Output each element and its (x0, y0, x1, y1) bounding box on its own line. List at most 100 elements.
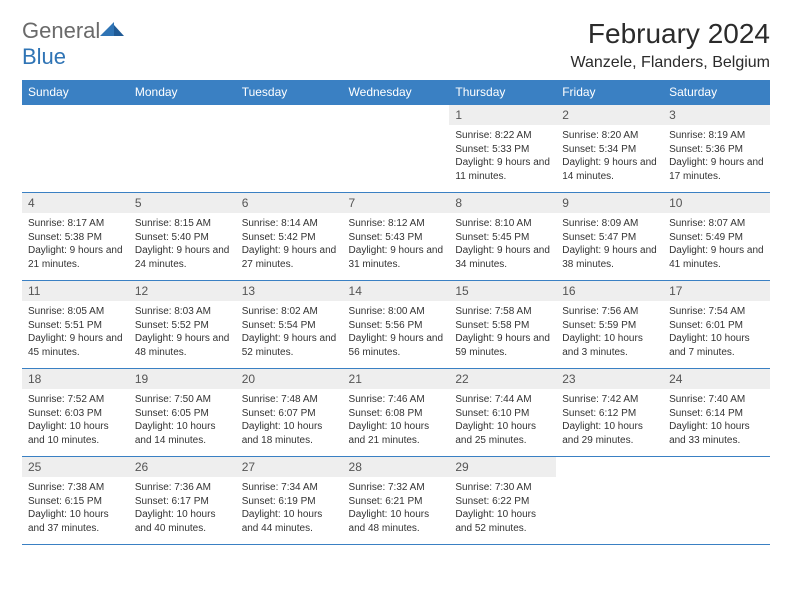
logo-blue: Blue (22, 44, 66, 69)
day-details: Sunrise: 7:58 AMSunset: 5:58 PMDaylight:… (449, 301, 556, 363)
day-details: Sunrise: 7:48 AMSunset: 6:07 PMDaylight:… (236, 389, 343, 451)
day-details: Sunrise: 7:50 AMSunset: 6:05 PMDaylight:… (129, 389, 236, 451)
calendar-empty (236, 105, 343, 193)
day-number: 27 (236, 457, 343, 477)
calendar-day: 5Sunrise: 8:15 AMSunset: 5:40 PMDaylight… (129, 193, 236, 281)
calendar-day: 17Sunrise: 7:54 AMSunset: 6:01 PMDayligh… (663, 281, 770, 369)
day-number: 16 (556, 281, 663, 301)
day-details: Sunrise: 8:05 AMSunset: 5:51 PMDaylight:… (22, 301, 129, 363)
day-details: Sunrise: 7:46 AMSunset: 6:08 PMDaylight:… (343, 389, 450, 451)
day-number: 19 (129, 369, 236, 389)
logo: General Blue (22, 18, 124, 70)
calendar-day: 18Sunrise: 7:52 AMSunset: 6:03 PMDayligh… (22, 369, 129, 457)
day-details: Sunrise: 8:02 AMSunset: 5:54 PMDaylight:… (236, 301, 343, 363)
weekday-header: Monday (129, 80, 236, 105)
calendar-body: 1Sunrise: 8:22 AMSunset: 5:33 PMDaylight… (22, 105, 770, 545)
day-details: Sunrise: 8:09 AMSunset: 5:47 PMDaylight:… (556, 213, 663, 275)
day-details: Sunrise: 8:07 AMSunset: 5:49 PMDaylight:… (663, 213, 770, 275)
day-number: 5 (129, 193, 236, 213)
day-number: 21 (343, 369, 450, 389)
day-number: 25 (22, 457, 129, 477)
calendar-day: 27Sunrise: 7:34 AMSunset: 6:19 PMDayligh… (236, 457, 343, 545)
calendar-day: 2Sunrise: 8:20 AMSunset: 5:34 PMDaylight… (556, 105, 663, 193)
day-number: 26 (129, 457, 236, 477)
calendar-day: 21Sunrise: 7:46 AMSunset: 6:08 PMDayligh… (343, 369, 450, 457)
calendar-week: 25Sunrise: 7:38 AMSunset: 6:15 PMDayligh… (22, 457, 770, 545)
weekday-header: Saturday (663, 80, 770, 105)
day-number: 17 (663, 281, 770, 301)
day-details: Sunrise: 8:20 AMSunset: 5:34 PMDaylight:… (556, 125, 663, 187)
calendar-day: 4Sunrise: 8:17 AMSunset: 5:38 PMDaylight… (22, 193, 129, 281)
calendar-week: 1Sunrise: 8:22 AMSunset: 5:33 PMDaylight… (22, 105, 770, 193)
day-details: Sunrise: 8:14 AMSunset: 5:42 PMDaylight:… (236, 213, 343, 275)
calendar-day: 14Sunrise: 8:00 AMSunset: 5:56 PMDayligh… (343, 281, 450, 369)
day-number: 10 (663, 193, 770, 213)
calendar-day: 7Sunrise: 8:12 AMSunset: 5:43 PMDaylight… (343, 193, 450, 281)
day-number: 24 (663, 369, 770, 389)
day-number: 29 (449, 457, 556, 477)
calendar-empty (556, 457, 663, 545)
weekday-header: Tuesday (236, 80, 343, 105)
day-number: 11 (22, 281, 129, 301)
day-number: 8 (449, 193, 556, 213)
day-details: Sunrise: 7:38 AMSunset: 6:15 PMDaylight:… (22, 477, 129, 539)
calendar-day: 15Sunrise: 7:58 AMSunset: 5:58 PMDayligh… (449, 281, 556, 369)
day-details: Sunrise: 7:34 AMSunset: 6:19 PMDaylight:… (236, 477, 343, 539)
calendar-week: 18Sunrise: 7:52 AMSunset: 6:03 PMDayligh… (22, 369, 770, 457)
day-number: 12 (129, 281, 236, 301)
calendar-empty (129, 105, 236, 193)
calendar-day: 10Sunrise: 8:07 AMSunset: 5:49 PMDayligh… (663, 193, 770, 281)
day-number: 2 (556, 105, 663, 125)
logo-general: General (22, 18, 100, 43)
calendar-head: SundayMondayTuesdayWednesdayThursdayFrid… (22, 80, 770, 105)
calendar-day: 26Sunrise: 7:36 AMSunset: 6:17 PMDayligh… (129, 457, 236, 545)
day-number: 22 (449, 369, 556, 389)
calendar-day: 9Sunrise: 8:09 AMSunset: 5:47 PMDaylight… (556, 193, 663, 281)
calendar-week: 11Sunrise: 8:05 AMSunset: 5:51 PMDayligh… (22, 281, 770, 369)
day-details: Sunrise: 8:10 AMSunset: 5:45 PMDaylight:… (449, 213, 556, 275)
calendar-day: 13Sunrise: 8:02 AMSunset: 5:54 PMDayligh… (236, 281, 343, 369)
calendar-day: 8Sunrise: 8:10 AMSunset: 5:45 PMDaylight… (449, 193, 556, 281)
calendar-day: 12Sunrise: 8:03 AMSunset: 5:52 PMDayligh… (129, 281, 236, 369)
day-details: Sunrise: 7:44 AMSunset: 6:10 PMDaylight:… (449, 389, 556, 451)
logo-triangle-icon (100, 20, 124, 38)
calendar-empty (22, 105, 129, 193)
day-details: Sunrise: 8:00 AMSunset: 5:56 PMDaylight:… (343, 301, 450, 363)
day-number: 6 (236, 193, 343, 213)
title-block: February 2024 Wanzele, Flanders, Belgium (571, 18, 771, 72)
calendar-empty (663, 457, 770, 545)
calendar-day: 19Sunrise: 7:50 AMSunset: 6:05 PMDayligh… (129, 369, 236, 457)
day-details: Sunrise: 7:40 AMSunset: 6:14 PMDaylight:… (663, 389, 770, 451)
day-details: Sunrise: 7:30 AMSunset: 6:22 PMDaylight:… (449, 477, 556, 539)
calendar-day: 3Sunrise: 8:19 AMSunset: 5:36 PMDaylight… (663, 105, 770, 193)
calendar-day: 22Sunrise: 7:44 AMSunset: 6:10 PMDayligh… (449, 369, 556, 457)
calendar-day: 11Sunrise: 8:05 AMSunset: 5:51 PMDayligh… (22, 281, 129, 369)
day-number: 14 (343, 281, 450, 301)
day-number: 7 (343, 193, 450, 213)
calendar-day: 29Sunrise: 7:30 AMSunset: 6:22 PMDayligh… (449, 457, 556, 545)
calendar-week: 4Sunrise: 8:17 AMSunset: 5:38 PMDaylight… (22, 193, 770, 281)
calendar-day: 24Sunrise: 7:40 AMSunset: 6:14 PMDayligh… (663, 369, 770, 457)
day-details: Sunrise: 7:54 AMSunset: 6:01 PMDaylight:… (663, 301, 770, 363)
day-details: Sunrise: 8:12 AMSunset: 5:43 PMDaylight:… (343, 213, 450, 275)
day-number: 18 (22, 369, 129, 389)
day-details: Sunrise: 7:56 AMSunset: 5:59 PMDaylight:… (556, 301, 663, 363)
calendar-day: 6Sunrise: 8:14 AMSunset: 5:42 PMDaylight… (236, 193, 343, 281)
day-number: 9 (556, 193, 663, 213)
day-details: Sunrise: 8:03 AMSunset: 5:52 PMDaylight:… (129, 301, 236, 363)
calendar-day: 28Sunrise: 7:32 AMSunset: 6:21 PMDayligh… (343, 457, 450, 545)
day-number: 28 (343, 457, 450, 477)
calendar-table: SundayMondayTuesdayWednesdayThursdayFrid… (22, 80, 770, 545)
day-number: 13 (236, 281, 343, 301)
month-title: February 2024 (571, 18, 771, 50)
day-number: 4 (22, 193, 129, 213)
calendar-day: 1Sunrise: 8:22 AMSunset: 5:33 PMDaylight… (449, 105, 556, 193)
weekday-header: Thursday (449, 80, 556, 105)
day-details: Sunrise: 8:15 AMSunset: 5:40 PMDaylight:… (129, 213, 236, 275)
location: Wanzele, Flanders, Belgium (571, 54, 771, 72)
day-details: Sunrise: 7:42 AMSunset: 6:12 PMDaylight:… (556, 389, 663, 451)
calendar-day: 23Sunrise: 7:42 AMSunset: 6:12 PMDayligh… (556, 369, 663, 457)
calendar-empty (343, 105, 450, 193)
calendar-day: 16Sunrise: 7:56 AMSunset: 5:59 PMDayligh… (556, 281, 663, 369)
day-details: Sunrise: 8:22 AMSunset: 5:33 PMDaylight:… (449, 125, 556, 187)
